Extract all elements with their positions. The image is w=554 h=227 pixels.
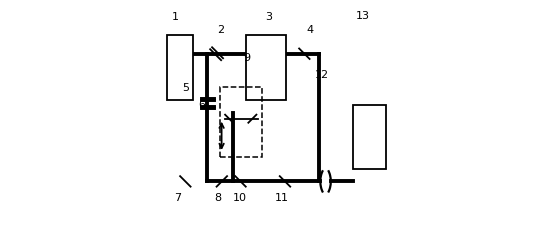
Text: 10: 10 xyxy=(233,192,247,202)
Bar xyxy=(167,36,193,101)
Text: 11: 11 xyxy=(275,192,289,202)
Text: 6: 6 xyxy=(198,99,205,109)
Text: 9: 9 xyxy=(243,53,250,63)
Bar xyxy=(246,36,286,101)
Bar xyxy=(353,106,387,169)
Text: 3: 3 xyxy=(265,12,272,22)
Text: 5: 5 xyxy=(182,82,189,92)
Text: 2: 2 xyxy=(217,25,224,35)
Text: 12: 12 xyxy=(315,70,329,80)
Text: 1: 1 xyxy=(172,12,179,22)
Text: 7: 7 xyxy=(175,192,181,202)
Text: 13: 13 xyxy=(356,11,370,21)
Bar xyxy=(219,87,261,158)
Text: 4: 4 xyxy=(306,25,314,35)
Text: 8: 8 xyxy=(214,192,221,202)
